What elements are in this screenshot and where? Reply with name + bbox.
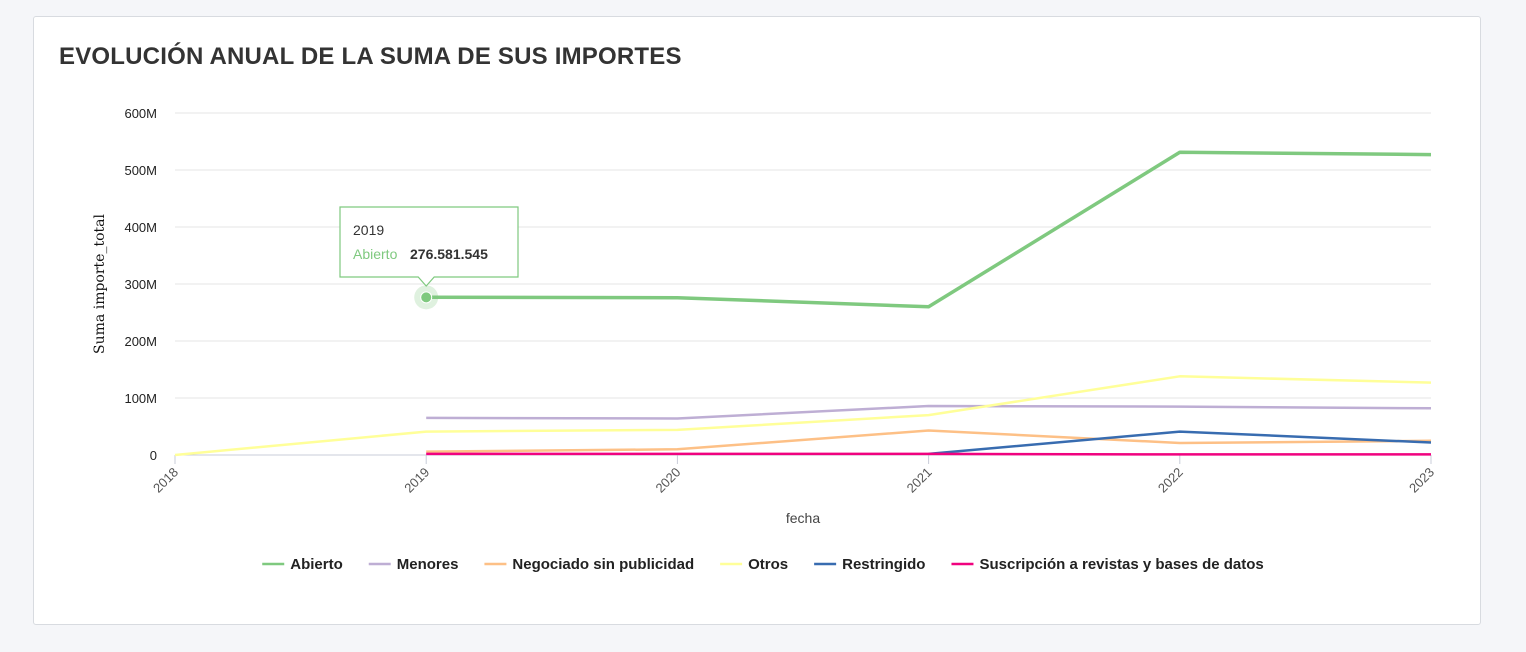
legend-label: Suscripción a revistas y bases de datos [979, 556, 1263, 573]
x-tick-label: 2022 [1155, 465, 1186, 496]
series-line-menores [426, 404, 1432, 420]
data-point-hover [420, 291, 433, 304]
y-tick-label: 600M [124, 106, 157, 121]
series-line-suscripci-n-a-revistas-y-bases-de-datos [426, 452, 1431, 456]
x-tick-label: 2020 [652, 465, 683, 496]
page-title: EVOLUCIÓN ANUAL DE LA SUMA DE SUS IMPORT… [59, 43, 682, 70]
y-tick-label: 0 [150, 448, 157, 463]
y-tick-label: 200M [124, 334, 157, 349]
legend-label: Menores [397, 556, 459, 573]
y-tick-label: 500M [124, 163, 157, 178]
y-tick-label: 100M [124, 391, 157, 406]
x-tick-label: 2023 [1406, 465, 1437, 496]
series-line-negociado-sin-publicidad [426, 429, 1432, 453]
series-line-restringido [928, 430, 1432, 456]
tooltip-series-name: Abierto [353, 246, 398, 262]
series-line-otros [174, 375, 1432, 457]
tooltip-year: 2019 [353, 222, 384, 238]
legend-label: Restringido [842, 556, 925, 573]
y-tick-label: 400M [124, 220, 157, 235]
x-tick-label: 2019 [401, 465, 432, 496]
x-axis-title: fecha [786, 510, 820, 526]
y-tick-label: 300M [124, 277, 157, 292]
tooltip-value: 276.581.545 [410, 246, 488, 262]
tooltip-box [339, 206, 519, 287]
series-line-abierto [426, 150, 1432, 309]
x-tick-label: 2021 [904, 465, 935, 496]
legend-label: Negociado sin publicidad [512, 556, 694, 573]
y-axis-title: Suma importe_total [92, 214, 108, 354]
chart-card: EVOLUCIÓN ANUAL DE LA SUMA DE SUS IMPORT… [33, 16, 1481, 625]
legend-label: Otros [748, 556, 788, 573]
x-tick-label: 2018 [150, 465, 181, 496]
legend-label: Abierto [290, 556, 343, 573]
